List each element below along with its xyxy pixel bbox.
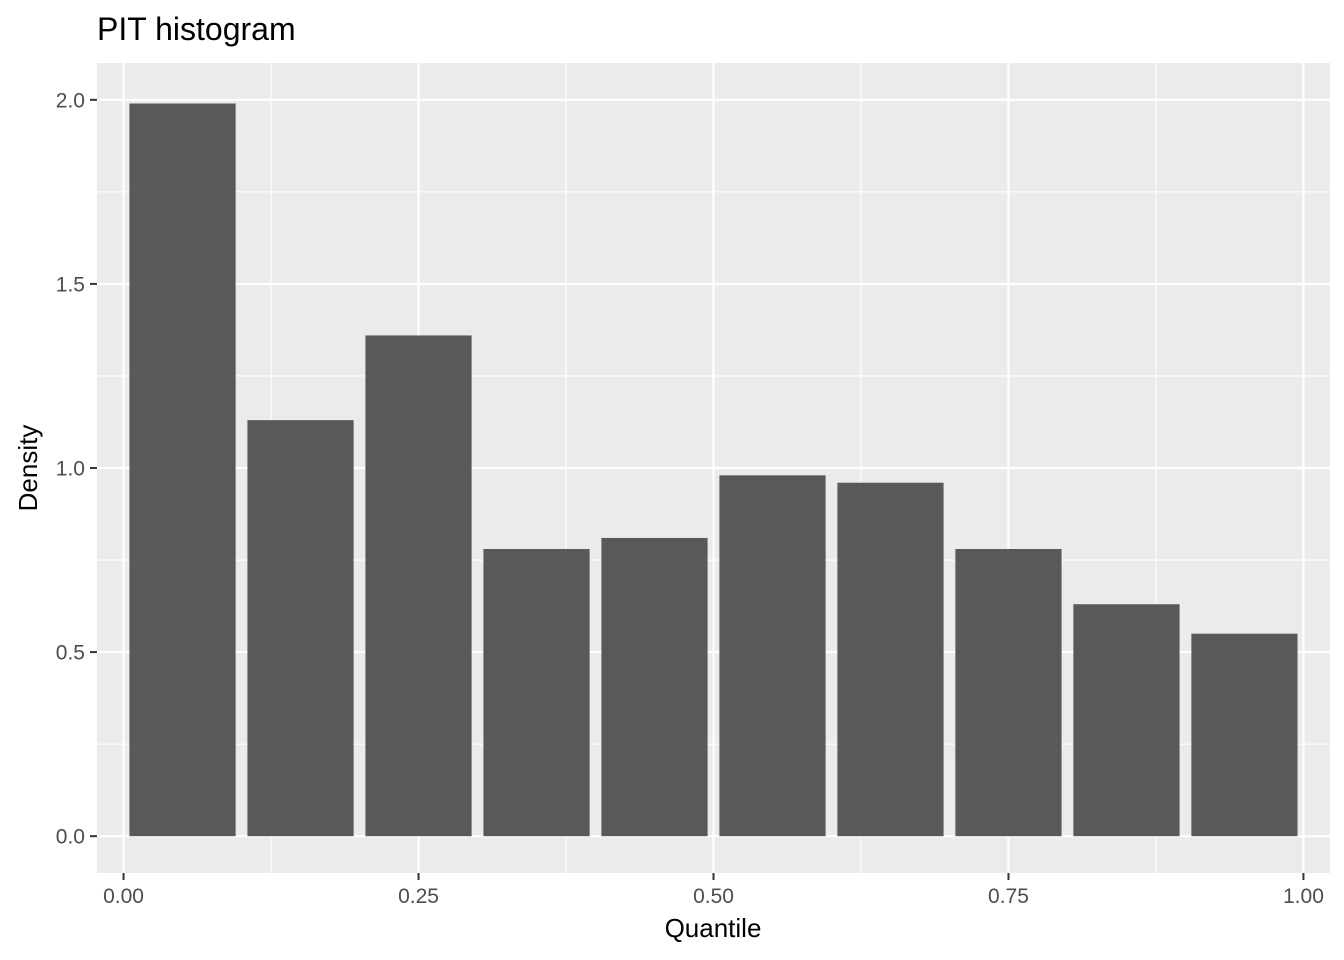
x-tick-label: 0.50 <box>693 885 734 908</box>
histogram-bar <box>719 475 826 837</box>
histogram-bar <box>1073 604 1180 837</box>
axis-ticks <box>90 98 1305 880</box>
histogram-bar <box>955 549 1062 837</box>
y-tick-label: 0.0 <box>56 826 85 849</box>
bars <box>129 103 1298 837</box>
histogram-bar <box>837 482 944 837</box>
y-tick-label: 1.0 <box>56 458 85 481</box>
histogram-bar <box>129 103 236 837</box>
y-tick-label: 0.5 <box>56 642 85 665</box>
histogram-bar <box>365 335 472 837</box>
histogram-bar <box>601 537 708 837</box>
y-tick-labels: 0.0 0.5 1.0 1.5 2.0 <box>56 89 85 848</box>
x-axis-title: Quantile <box>665 913 762 943</box>
x-tick-label: 0.75 <box>988 885 1029 908</box>
y-tick-label: 1.5 <box>56 273 85 296</box>
x-tick-label: 0.00 <box>103 885 144 908</box>
x-tick-label: 1.00 <box>1283 885 1324 908</box>
histogram-bar <box>247 420 354 837</box>
histogram-bar <box>1191 633 1298 837</box>
chart-title: PIT histogram <box>97 11 296 47</box>
x-tick-label: 0.25 <box>398 885 439 908</box>
y-tick-label: 2.0 <box>56 89 85 112</box>
x-tick-labels: 0.00 0.25 0.50 0.75 1.00 <box>103 885 1324 908</box>
y-axis-title: Density <box>13 425 43 512</box>
histogram-bar <box>483 549 590 837</box>
